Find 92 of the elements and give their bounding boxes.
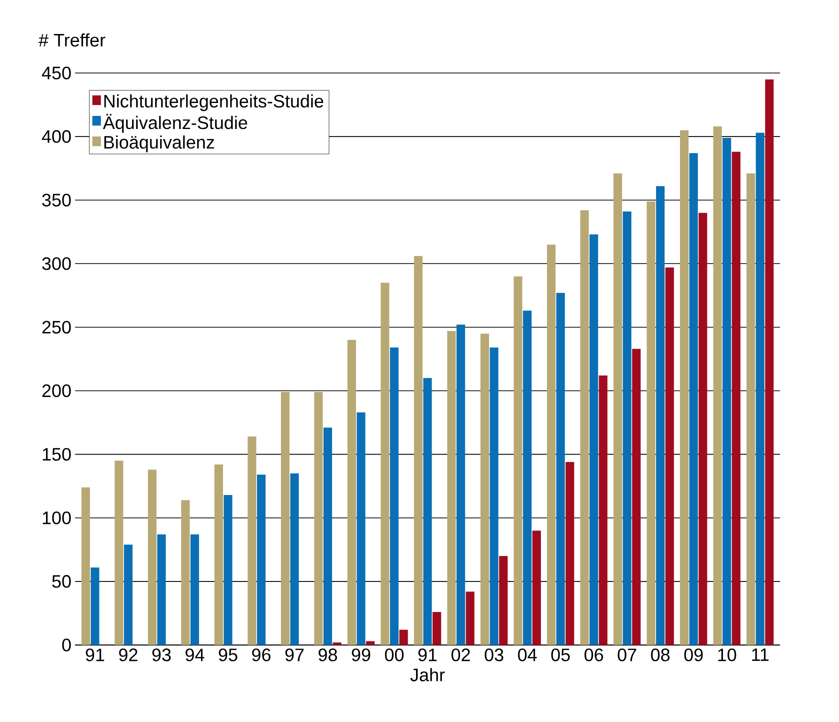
x-tick-label: 05	[551, 648, 570, 662]
y-tick-label: 50	[52, 575, 71, 588]
bar	[90, 567, 100, 645]
bar	[447, 331, 456, 645]
bar	[680, 130, 689, 645]
bar	[356, 412, 366, 645]
bar	[514, 276, 522, 645]
bar	[580, 210, 589, 645]
x-axis-title: Jahr	[410, 668, 445, 682]
x-tick-label: 91	[418, 648, 437, 662]
bar	[622, 212, 632, 645]
bar	[148, 470, 156, 645]
bar	[181, 500, 190, 645]
bar	[324, 428, 332, 645]
x-tick-label: 00	[384, 648, 404, 662]
bar	[556, 292, 565, 645]
x-tick-label: 93	[152, 648, 171, 662]
x-tick-label: 04	[518, 648, 537, 662]
bar	[399, 630, 408, 645]
y-tick-label: 450	[42, 66, 71, 80]
bar	[366, 641, 375, 645]
y-tick-label: 150	[42, 448, 71, 461]
bar	[523, 310, 532, 645]
bar	[214, 464, 223, 645]
bar	[423, 378, 432, 645]
bar	[590, 234, 598, 645]
x-tick-label: 07	[618, 648, 636, 662]
bar	[280, 392, 290, 645]
bar	[314, 392, 323, 645]
y-tick-label: 350	[42, 194, 71, 206]
bar	[732, 152, 740, 645]
legend-label: Äquivalenz-Studie	[102, 114, 248, 133]
x-tick-label: 08	[651, 648, 670, 662]
bar	[656, 186, 665, 645]
bar	[124, 544, 133, 645]
bar	[613, 173, 622, 645]
bar	[81, 487, 90, 645]
bar	[689, 153, 698, 645]
x-tick-label: 06	[584, 648, 604, 662]
bar	[380, 282, 390, 645]
legend-label: Nichtunterlegenheits-Studie	[104, 94, 324, 112]
x-tick-label: 96	[252, 648, 270, 662]
bar	[632, 348, 641, 645]
bar	[456, 324, 466, 645]
bar	[598, 376, 608, 645]
bar	[432, 612, 442, 645]
bar	[347, 340, 356, 645]
bar	[532, 530, 541, 645]
bar	[566, 462, 574, 645]
bar	[546, 244, 556, 645]
y-tick-label: 250	[42, 320, 71, 334]
x-tick-label: 02	[452, 648, 470, 662]
bar	[224, 494, 232, 645]
x-tick-label: 91	[86, 648, 104, 662]
x-tick-label: 97	[285, 648, 304, 662]
bar	[390, 348, 399, 645]
x-tick-label: 03	[484, 648, 504, 662]
x-tick-label: 94	[186, 648, 204, 662]
bar	[746, 173, 756, 645]
chart-title: # Treffer	[38, 33, 106, 47]
bar	[256, 474, 266, 645]
x-tick-label: 92	[119, 648, 138, 662]
y-tick-label: 400	[42, 130, 71, 143]
bar	[414, 256, 423, 645]
x-tick-label: 10	[718, 648, 736, 662]
x-tick-label: 99	[352, 648, 370, 662]
bar	[765, 79, 774, 645]
bar	[665, 267, 674, 645]
bar	[157, 534, 166, 645]
y-tick-label: 0	[62, 638, 71, 652]
x-tick-label: 11	[752, 648, 769, 661]
y-tick-label: 100	[42, 511, 71, 524]
bar	[756, 132, 764, 645]
legend-label: Bioäquivalenz	[104, 135, 214, 152]
bar	[466, 592, 474, 645]
x-tick-label: 95	[218, 648, 238, 662]
y-tick-label: 200	[42, 384, 71, 398]
bar	[332, 642, 342, 645]
bar	[646, 201, 656, 645]
bar	[480, 334, 490, 645]
bar	[114, 460, 124, 645]
bar	[698, 212, 708, 645]
x-tick-label: 98	[318, 648, 338, 662]
bar	[490, 348, 498, 645]
bar	[290, 473, 299, 645]
bar	[499, 556, 508, 645]
bar	[713, 126, 722, 645]
bar	[190, 534, 200, 645]
y-tick-label: 300	[42, 257, 71, 270]
x-tick-label: 09	[684, 648, 703, 662]
bar	[248, 436, 256, 645]
bar	[722, 138, 732, 645]
